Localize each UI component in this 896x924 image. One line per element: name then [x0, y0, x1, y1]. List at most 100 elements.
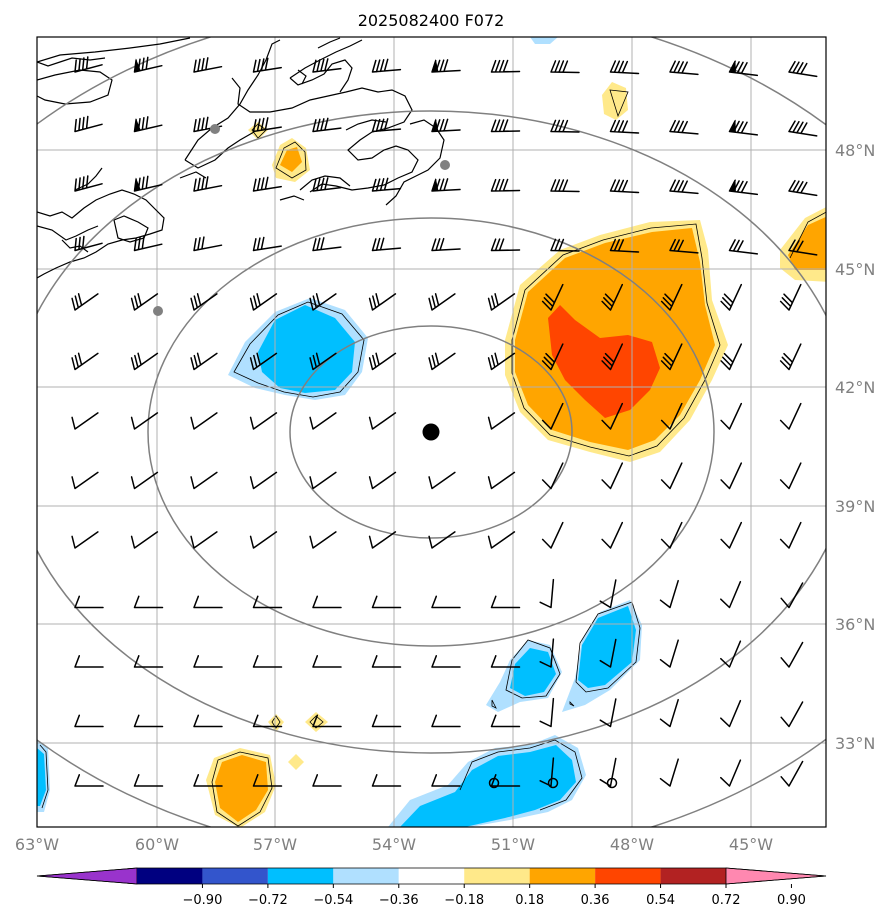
wind-barb	[252, 595, 283, 609]
colorbar-segment	[464, 868, 530, 884]
wind-barb	[249, 531, 278, 549]
wind-barb	[74, 714, 104, 728]
wind-barb	[368, 531, 397, 549]
wind-barb	[660, 402, 683, 430]
wind-barb	[720, 759, 742, 787]
lat-label: 42°N	[835, 378, 875, 397]
colorbar-tick-label: −0.18	[444, 893, 484, 908]
wind-barb	[601, 521, 624, 549]
colorbar-extend-high	[725, 867, 827, 885]
wind-barb	[490, 655, 521, 668]
anomaly-neg-light	[530, 37, 558, 44]
wind-barb	[252, 57, 282, 73]
wind-barb	[371, 118, 402, 133]
wind-barb	[71, 293, 99, 311]
wind-barb	[252, 236, 282, 252]
wind-barb	[309, 293, 337, 311]
negative-anomaly-regions	[37, 37, 642, 827]
anomaly-neg-mid	[400, 745, 576, 827]
wind-barb-flag	[134, 177, 141, 192]
wind-barb	[309, 531, 337, 549]
wind-barb	[541, 462, 564, 490]
wind-barb	[74, 235, 103, 252]
colorbar-segment	[595, 868, 661, 884]
wind-barb	[431, 655, 461, 668]
wind-barb	[780, 582, 804, 609]
anomaly-neg-mid	[578, 606, 636, 688]
wind-barb	[252, 176, 282, 192]
positive-anomaly-regions	[206, 82, 826, 827]
anomaly-pos-light	[268, 714, 284, 732]
station-dot	[210, 124, 220, 134]
wind-barb-flag	[431, 59, 439, 73]
colorbar-segment	[137, 868, 203, 884]
wind-barb	[133, 714, 164, 728]
wind-barb	[71, 531, 99, 549]
colorbar-segment	[267, 868, 334, 884]
wind-barb	[599, 698, 617, 728]
colorbar-tick-label: −0.36	[379, 893, 419, 908]
wind-barb	[371, 595, 402, 609]
wind-barb	[669, 238, 699, 254]
wind-barb	[490, 714, 521, 728]
map-frame	[36, 36, 827, 828]
wind-barb	[788, 179, 818, 197]
wind-barb	[130, 352, 159, 371]
wind-barb	[609, 60, 640, 75]
wind-barb	[780, 701, 804, 728]
wind-barb	[728, 119, 759, 136]
wind-barb	[609, 179, 640, 194]
wind-barb	[371, 714, 402, 728]
wind-barb	[133, 175, 163, 192]
wind-barb	[368, 412, 397, 430]
wind-barb	[74, 655, 104, 668]
wind-barb	[541, 402, 564, 430]
lon-label: 48°W	[610, 835, 654, 854]
wind-barb	[312, 117, 342, 133]
wind-barb	[312, 177, 342, 192]
wind-barb	[720, 462, 743, 490]
wind-barb	[728, 59, 759, 77]
colorbar-segment	[398, 868, 465, 884]
wind-barb	[660, 462, 683, 490]
wind-barb	[601, 402, 624, 430]
wind-barb	[659, 698, 679, 728]
wind-barb	[190, 531, 218, 549]
wind-barb	[431, 774, 461, 787]
wind-barb	[659, 639, 679, 668]
wind-barb	[312, 595, 342, 609]
anomaly-pos-mid	[280, 147, 302, 172]
wind-barb	[788, 120, 818, 137]
anomaly-neg-mid	[510, 648, 556, 696]
colorbar-tick-label: 0.90	[777, 893, 806, 908]
wind-barb	[428, 531, 456, 549]
wind-barb-flag	[134, 118, 141, 133]
wind-barb	[490, 595, 521, 609]
wind-barb	[309, 352, 337, 371]
lon-label: 57°W	[253, 835, 297, 854]
wind-barb	[780, 641, 804, 668]
wind-barb	[190, 293, 218, 311]
colorbar: −0.90 −0.72 −0.54 −0.36 −0.18 0.18 0.36 0.54 0.7…	[36, 867, 827, 908]
wind-barb	[371, 655, 402, 668]
station-dot	[440, 160, 450, 170]
colorbar-segment	[202, 868, 268, 884]
wind-barb	[193, 116, 223, 133]
wind-barb	[490, 119, 521, 133]
wind-barb-flag	[728, 178, 736, 193]
colorbar-tick-label: 0.36	[581, 893, 610, 908]
wind-barb	[252, 655, 283, 668]
anomaly-pos-mid	[215, 755, 268, 822]
lon-label: 54°W	[372, 835, 416, 854]
wind-barb	[71, 471, 99, 490]
anomaly-pos-light	[288, 754, 304, 770]
wind-barb	[71, 352, 99, 371]
wind-barb	[779, 343, 802, 371]
wind-barb	[193, 176, 223, 192]
station-dots	[153, 124, 450, 316]
wind-barb	[490, 238, 521, 252]
wind-barb	[190, 412, 218, 430]
wind-barb	[74, 56, 103, 73]
wind-barb	[780, 760, 804, 787]
wind-barb	[431, 178, 461, 192]
